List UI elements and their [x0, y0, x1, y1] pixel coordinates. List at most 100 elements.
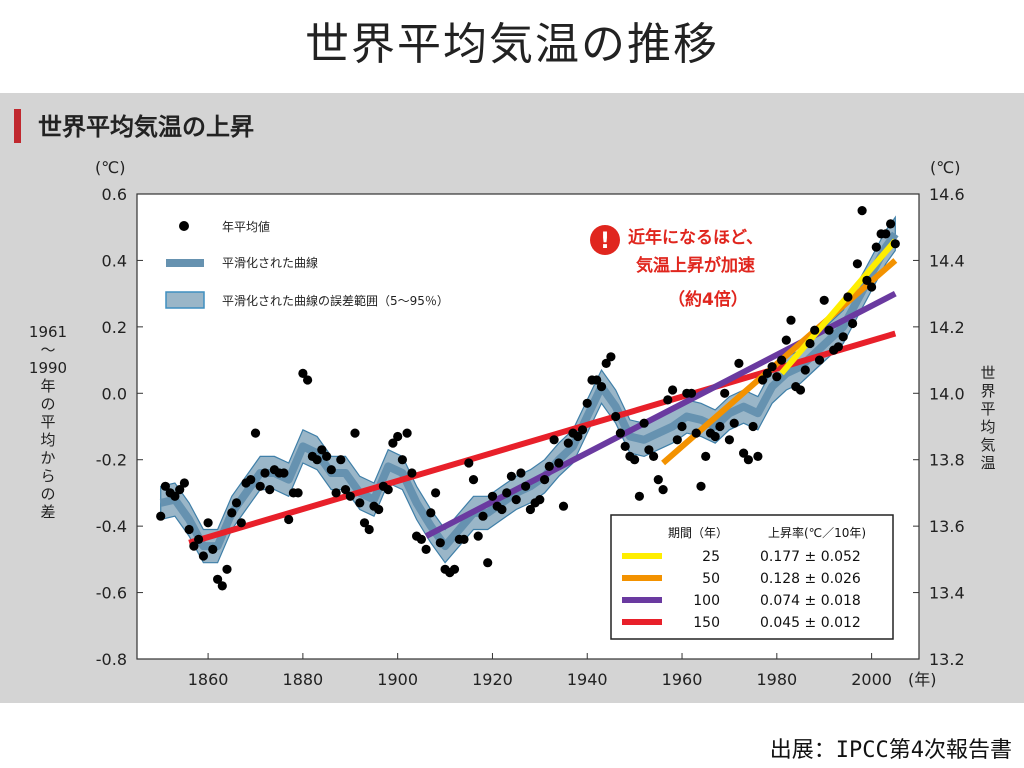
data-point: [772, 372, 782, 382]
x-axis-unit: (年): [908, 670, 937, 689]
data-point: [767, 362, 777, 372]
data-point: [175, 485, 185, 495]
data-point: [208, 544, 218, 554]
svg-text:か: か: [40, 449, 55, 467]
table-rate: 0.177 ± 0.052: [760, 549, 861, 565]
table-period: 100: [693, 593, 720, 609]
data-point: [549, 435, 559, 445]
data-point: [601, 358, 611, 368]
data-point: [506, 471, 516, 481]
right-tick-label: 14.6: [929, 185, 965, 204]
data-point: [639, 418, 649, 428]
data-point: [753, 451, 763, 461]
data-point: [777, 355, 787, 365]
data-point: [393, 431, 403, 442]
data-point: [284, 514, 294, 525]
data-point: [535, 495, 545, 505]
right-tick-label: 14.4: [929, 251, 965, 270]
data-point: [260, 468, 270, 478]
data-point: [805, 338, 815, 349]
data-point: [691, 428, 701, 438]
data-point: [710, 431, 720, 442]
data-point: [615, 428, 626, 438]
left-tick-label: 0.4: [102, 251, 127, 270]
data-point: [340, 485, 351, 495]
table-rate: 0.045 ± 0.012: [760, 615, 861, 631]
data-point: [630, 455, 640, 465]
data-point: [525, 504, 536, 515]
data-point: [312, 455, 322, 465]
data-point: [540, 475, 550, 485]
data-point: [464, 458, 474, 468]
data-point: [871, 242, 881, 252]
data-point: [388, 438, 398, 448]
x-tick-label: 1860: [188, 670, 229, 689]
data-point: [194, 534, 204, 544]
data-point: [449, 564, 460, 574]
data-point: [227, 508, 237, 518]
legend-smooth-swatch: [166, 259, 204, 267]
data-point: [696, 481, 706, 491]
svg-text:〜: 〜: [40, 341, 55, 359]
data-point: [582, 398, 592, 408]
data-point: [407, 468, 417, 478]
right-tick-label: 14.2: [929, 318, 965, 337]
data-point: [516, 468, 526, 478]
data-point: [426, 508, 436, 518]
data-point: [265, 485, 275, 495]
data-point: [246, 475, 256, 485]
x-tick-label: 1940: [567, 670, 608, 689]
data-point: [213, 574, 223, 584]
x-tick-label: 1900: [377, 670, 418, 689]
data-point: [833, 342, 844, 352]
data-point: [563, 438, 573, 448]
data-point: [762, 368, 772, 378]
right-tick-label: 13.2: [929, 650, 965, 669]
data-point: [686, 388, 697, 398]
data-point: [293, 488, 303, 498]
data-point: [554, 458, 564, 468]
data-point: [331, 488, 341, 498]
data-point: [838, 332, 848, 342]
data-point: [644, 445, 654, 455]
data-point: [592, 375, 602, 385]
data-point: [668, 385, 678, 395]
left-tick-label: -0.2: [96, 451, 127, 470]
left-tick-label: 0.6: [102, 185, 127, 204]
left-tick-label: -0.4: [96, 517, 127, 536]
data-point: [881, 229, 891, 239]
warning-icon: [590, 225, 620, 255]
data-point: [544, 461, 554, 471]
data-point: [326, 465, 336, 475]
svg-text:ら: ら: [40, 467, 55, 485]
data-point: [814, 355, 825, 365]
right-axis-unit: (℃): [930, 158, 960, 177]
data-point: [658, 485, 668, 495]
data-point: [236, 518, 246, 528]
data-point: [521, 481, 531, 491]
svg-text:の: の: [40, 395, 55, 413]
data-point: [203, 518, 213, 528]
data-point: [298, 368, 308, 378]
trend-table: 期間（年） 上昇率(℃／10年) 25 0.177 ± 0.052 50 0.128 …: [610, 514, 894, 640]
svg-text:世: 世: [980, 364, 995, 382]
left-tick-label: 0.2: [102, 318, 127, 337]
data-point: [170, 491, 180, 501]
data-point: [303, 375, 313, 385]
trend-line-25: [779, 238, 898, 376]
data-point: [649, 451, 659, 461]
legend-dot-marker: [179, 221, 189, 231]
right-tick-label: 13.4: [929, 584, 965, 603]
data-point: [459, 534, 469, 544]
svg-text:均: 均: [40, 431, 55, 449]
data-point: [359, 518, 370, 528]
right-tick-label: 14.0: [929, 384, 965, 403]
data-point: [497, 504, 507, 515]
trend-table-header-period: 期間（年）: [668, 526, 728, 540]
svg-text:の: の: [40, 485, 55, 503]
right-tick-label: 13.8: [929, 451, 965, 470]
temperature-chart: 世界平均気温の上昇 0.6 14.6 0.4 14.4 0.2 14.2 0.0 14.0 -0…: [14, 109, 996, 689]
data-point: [402, 428, 412, 438]
left-tick-label: 0.0: [102, 384, 127, 403]
data-point: [848, 318, 858, 329]
